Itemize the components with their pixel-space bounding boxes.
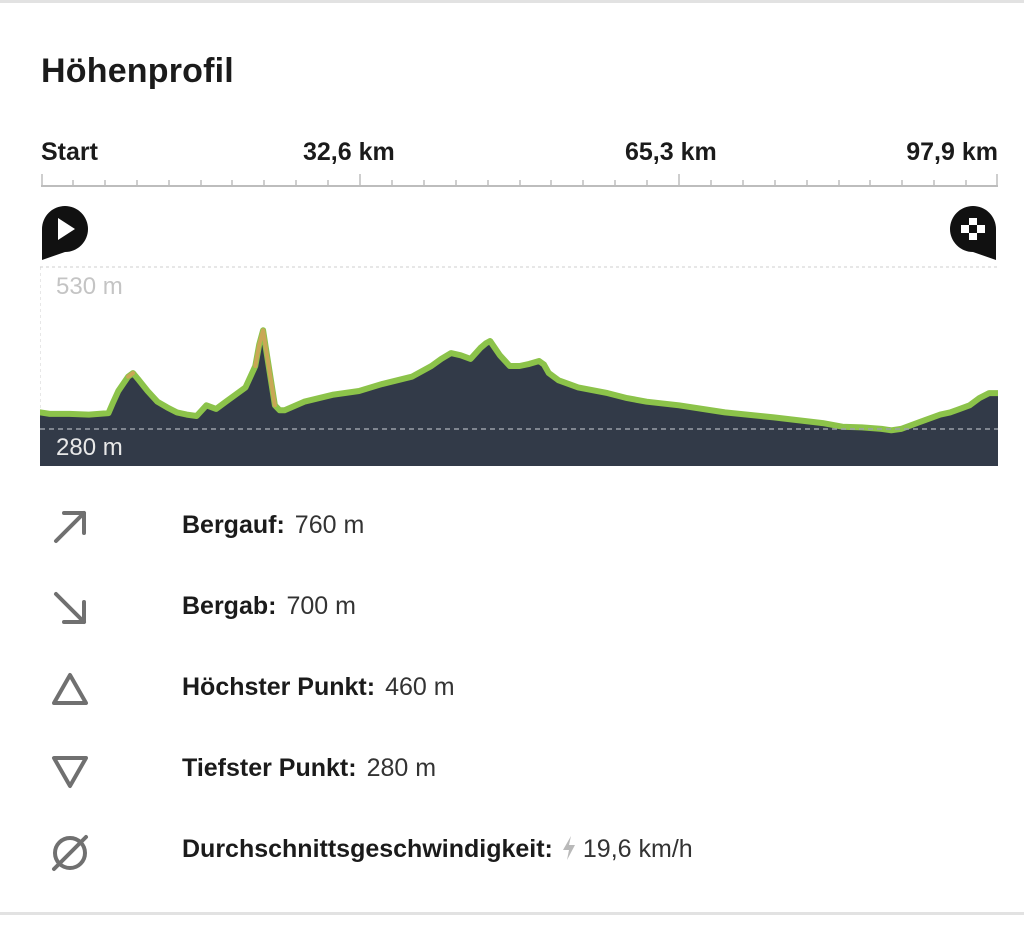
ruler-ticks xyxy=(41,174,998,186)
stat-row-average-speed: Durchschnittsgeschwindigkeit: 19,6 km/h xyxy=(0,819,1024,879)
y-min-label: 280 m xyxy=(56,434,123,461)
distance-label-start: Start xyxy=(41,138,98,166)
stat-row-lowest-point: Tiefster Punkt: 280 m xyxy=(0,738,1024,798)
stat-row-descent: Bergab: 700 m xyxy=(0,576,1024,636)
distance-axis-labels: Start 32,6 km 65,3 km 97,9 km xyxy=(41,138,998,172)
stat-label: Bergab: 700 m xyxy=(182,592,356,620)
distance-label-1: 32,6 km xyxy=(303,138,395,166)
arrow-down-right-icon xyxy=(54,592,86,624)
stat-label: Bergauf: 760 m xyxy=(182,511,365,539)
stat-label: Durchschnittsgeschwindigkeit: 19,6 km/h xyxy=(182,835,693,863)
stat-label: Höchster Punkt: 460 m xyxy=(182,673,455,701)
stat-label: Tiefster Punkt: 280 m xyxy=(182,754,437,782)
checkered-flag-marker-icon[interactable] xyxy=(948,204,998,262)
lightning-bolt-icon xyxy=(562,836,575,860)
y-max-label: 530 m xyxy=(56,273,123,300)
triangle-down-icon xyxy=(52,756,88,788)
stat-value: 700 m xyxy=(286,592,356,620)
distance-label-end: 97,9 km xyxy=(906,138,998,166)
stat-value: 19,6 km/h xyxy=(582,835,693,863)
page-title: Höhenprofil xyxy=(41,52,234,90)
distance-label-2: 65,3 km xyxy=(625,138,717,166)
card-top-divider xyxy=(0,0,1024,3)
triangle-up-icon xyxy=(52,673,88,705)
elevation-profile-chart[interactable]: 530 m 280 m xyxy=(40,266,998,466)
average-speed-icon xyxy=(52,835,88,871)
elevation-line xyxy=(40,327,998,434)
stat-value: 280 m xyxy=(366,754,437,782)
stat-value: 460 m xyxy=(385,673,455,701)
distance-ruler xyxy=(41,174,998,187)
stat-value: 760 m xyxy=(294,511,365,539)
stat-row-highest-point: Höchster Punkt: 460 m xyxy=(0,657,1024,717)
play-marker-icon[interactable] xyxy=(40,204,90,262)
stat-row-ascent: Bergauf: 760 m xyxy=(0,495,1024,555)
card-bottom-divider xyxy=(0,912,1024,915)
steep-segment-line xyxy=(126,328,277,408)
elevation-area xyxy=(40,330,998,466)
arrow-up-right-icon xyxy=(54,511,86,543)
